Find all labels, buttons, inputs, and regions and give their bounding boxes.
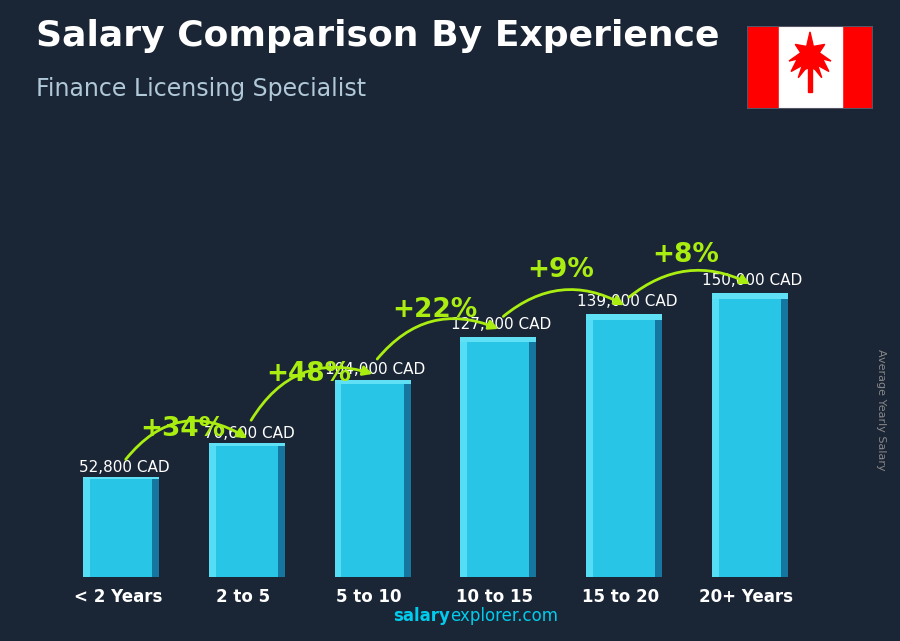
Bar xyxy=(712,299,781,577)
Bar xyxy=(83,477,159,479)
Bar xyxy=(460,337,536,342)
Text: +34%: +34% xyxy=(140,416,226,442)
Bar xyxy=(586,319,655,577)
Bar xyxy=(747,26,778,109)
Bar xyxy=(209,446,278,577)
Bar xyxy=(404,385,410,577)
Text: +22%: +22% xyxy=(392,297,477,322)
Text: Average Yearly Salary: Average Yearly Salary xyxy=(877,349,886,471)
Bar xyxy=(335,380,410,385)
Bar xyxy=(209,444,285,446)
Bar xyxy=(781,299,788,577)
Bar xyxy=(586,314,662,319)
Text: +48%: +48% xyxy=(266,362,351,387)
Text: +9%: +9% xyxy=(526,257,594,283)
Text: +8%: +8% xyxy=(652,242,719,268)
Text: 127,000 CAD: 127,000 CAD xyxy=(451,317,552,332)
Bar xyxy=(712,293,788,299)
Text: explorer.com: explorer.com xyxy=(450,607,558,625)
Bar xyxy=(335,385,341,577)
Bar xyxy=(209,446,216,577)
Bar xyxy=(83,479,90,577)
Bar xyxy=(586,319,593,577)
Text: 52,800 CAD: 52,800 CAD xyxy=(78,460,169,475)
Text: Salary Comparison By Experience: Salary Comparison By Experience xyxy=(36,19,719,53)
Bar xyxy=(278,446,285,577)
Bar xyxy=(460,342,467,577)
Bar xyxy=(83,479,152,577)
Bar xyxy=(335,385,404,577)
Text: salary: salary xyxy=(393,607,450,625)
Bar xyxy=(460,342,529,577)
Bar xyxy=(529,342,536,577)
Bar xyxy=(152,479,159,577)
Bar xyxy=(778,26,842,109)
Bar xyxy=(808,67,812,92)
Text: Finance Licensing Specialist: Finance Licensing Specialist xyxy=(36,77,366,101)
Text: 139,000 CAD: 139,000 CAD xyxy=(577,294,677,309)
Text: 104,000 CAD: 104,000 CAD xyxy=(325,362,426,377)
Text: 70,600 CAD: 70,600 CAD xyxy=(204,426,295,441)
Polygon shape xyxy=(789,32,831,78)
Bar xyxy=(712,299,718,577)
Text: 150,000 CAD: 150,000 CAD xyxy=(702,273,803,288)
Bar xyxy=(842,26,873,109)
Bar xyxy=(655,319,662,577)
